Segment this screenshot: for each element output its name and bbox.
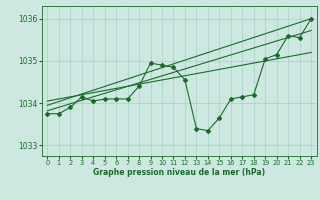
- X-axis label: Graphe pression niveau de la mer (hPa): Graphe pression niveau de la mer (hPa): [93, 168, 265, 177]
